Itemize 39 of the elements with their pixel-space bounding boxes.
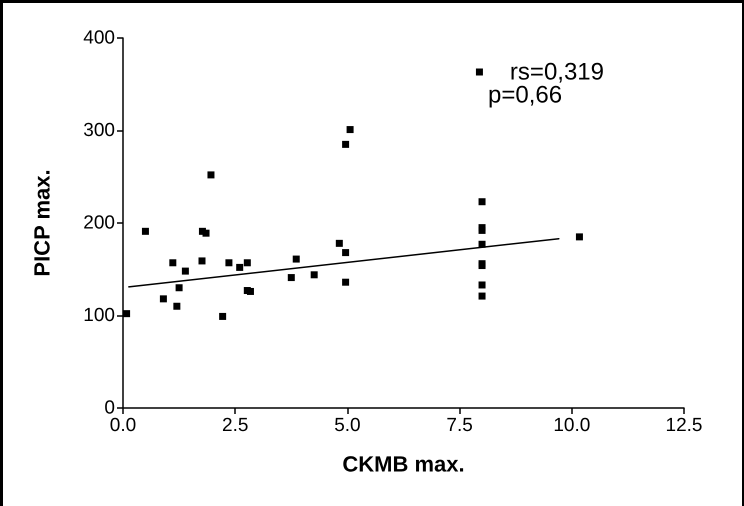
x-tick-label: 5.0 [334,415,361,436]
point [342,140,350,148]
point [478,198,486,206]
y-tick-label: 200 [83,212,115,234]
point [169,259,176,266]
x-axis-title: CKMB max. [342,452,465,476]
point [246,288,254,295]
point [142,228,149,235]
point [310,271,318,278]
y-axis-title: PICP max. [30,169,54,277]
point [225,259,232,266]
point [478,281,486,288]
point [123,310,130,318]
x-tick-label: 10.0 [553,415,590,436]
point [202,230,210,237]
point [160,295,167,302]
point [336,240,343,247]
point [342,249,350,256]
x-tick-label: 7.5 [446,415,473,436]
point [346,126,354,134]
point [576,233,583,240]
x-tick-label: 12.5 [666,415,702,436]
y-tick-label: 400 [83,28,115,48]
point [292,256,300,263]
point [219,312,226,320]
point [207,171,214,178]
point [244,259,251,266]
point [182,268,189,275]
point [478,292,486,300]
y-tick-label: 300 [83,120,115,141]
y-tick-label: 100 [83,305,115,326]
point [198,257,206,264]
point [288,274,295,282]
point [173,302,180,310]
point [342,278,350,286]
point [236,264,244,271]
point [478,226,486,234]
x-tick-label: 2.5 [222,415,248,436]
point [176,284,183,292]
